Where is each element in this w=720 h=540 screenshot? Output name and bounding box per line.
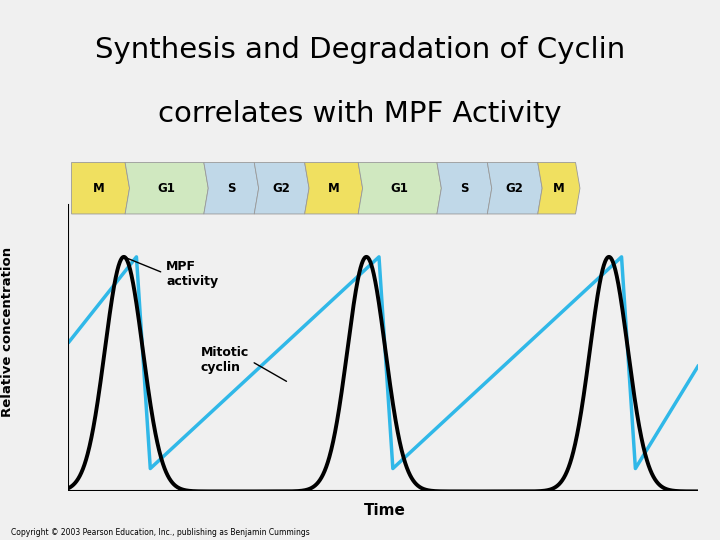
Polygon shape	[437, 163, 492, 214]
Text: Time: Time	[364, 503, 406, 518]
Text: Relative concentration: Relative concentration	[1, 247, 14, 417]
Text: Synthesis and Degradation of Cyclin: Synthesis and Degradation of Cyclin	[95, 36, 625, 64]
Text: G1: G1	[391, 182, 409, 195]
Polygon shape	[538, 163, 580, 214]
Text: correlates with MPF Activity: correlates with MPF Activity	[158, 100, 562, 129]
Text: G1: G1	[158, 182, 176, 195]
Polygon shape	[358, 163, 441, 214]
Text: M: M	[553, 182, 564, 195]
Polygon shape	[487, 163, 542, 214]
Text: Copyright © 2003 Pearson Education, Inc., publishing as Benjamin Cummings: Copyright © 2003 Pearson Education, Inc.…	[11, 528, 310, 537]
Polygon shape	[254, 163, 309, 214]
Text: M: M	[92, 182, 104, 195]
Text: Mitotic
cyclin: Mitotic cyclin	[201, 346, 287, 381]
Text: S: S	[227, 182, 235, 195]
Text: S: S	[460, 182, 469, 195]
Polygon shape	[305, 163, 363, 214]
Polygon shape	[71, 163, 130, 214]
Text: M: M	[328, 182, 340, 195]
Text: G2: G2	[273, 182, 291, 195]
Text: MPF
activity: MPF activity	[127, 258, 218, 288]
Polygon shape	[204, 163, 258, 214]
Text: G2: G2	[506, 182, 523, 195]
Polygon shape	[125, 163, 208, 214]
